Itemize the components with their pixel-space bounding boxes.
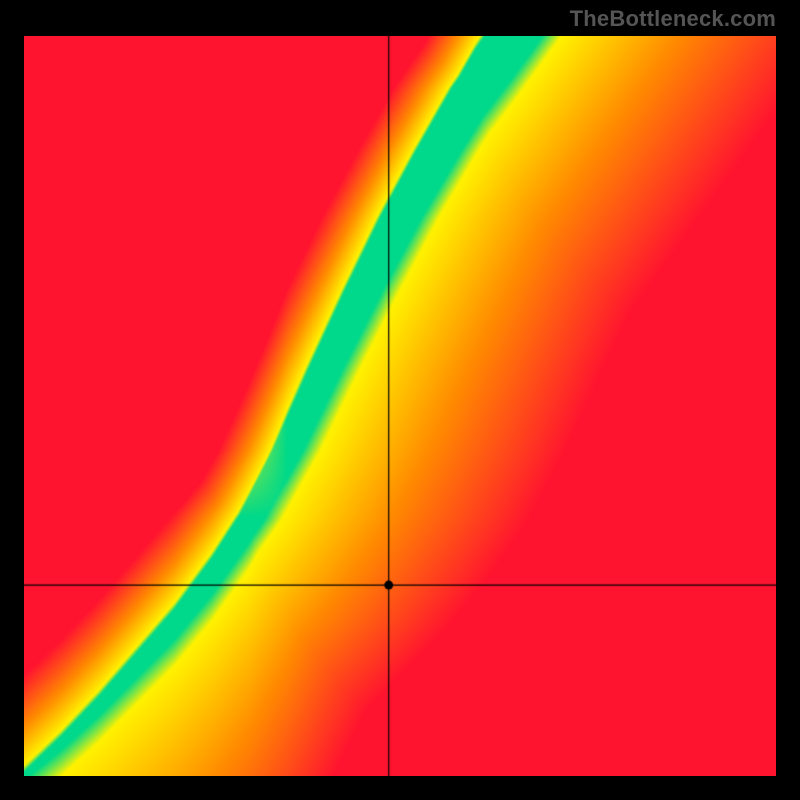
watermark-text: TheBottleneck.com	[570, 6, 776, 32]
chart-container: TheBottleneck.com	[0, 0, 800, 800]
heatmap-plot	[24, 36, 776, 776]
heatmap-canvas	[24, 36, 776, 776]
